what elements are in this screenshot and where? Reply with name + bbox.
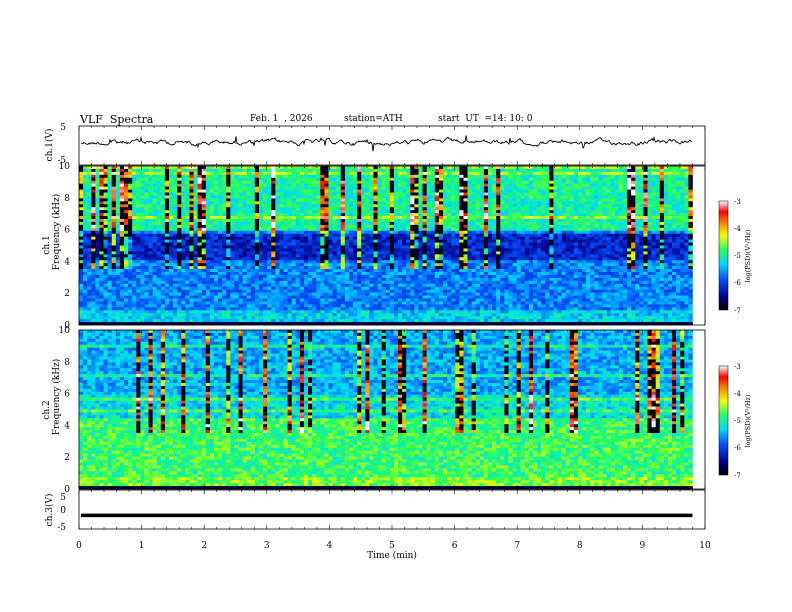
xtick-3: 3: [264, 541, 270, 551]
xtick-10: 10: [699, 541, 711, 551]
ch3-ytick-mid: 0: [60, 506, 66, 516]
start-ut-label: start UT =: [438, 114, 493, 124]
ch2-cb-tick-m3: -3: [734, 363, 741, 371]
ch1-cb-tick-m3: -3: [734, 198, 741, 206]
ch1-colorbar-label: log(PSD)(V²/Hz): [744, 229, 752, 282]
xtick-2: 2: [201, 541, 207, 551]
ch2-spec-ylabel-ch: ch.2: [42, 400, 52, 419]
ch2-spec-ylabel-freq: Frequency (kHz): [51, 359, 62, 436]
ch1-waveform-trace: [80, 135, 693, 152]
ch2-ytick-0: 0: [64, 485, 70, 495]
ch2-ytick-4: 4: [64, 421, 70, 431]
ch2-ytick-6: 6: [64, 390, 70, 400]
ch2-cb-tick-m5: -5: [734, 417, 741, 425]
ch3-waveform-panel: [78, 489, 706, 530]
ch2-spectrogram-panel: [78, 329, 706, 490]
ch1-spectrogram-image: [79, 166, 693, 326]
xtick-6: 6: [452, 541, 458, 551]
ch1-ytick-bottom: -5: [57, 156, 66, 166]
ch1-spec-ylabel-ch: ch.1: [42, 235, 52, 254]
ch1-waveform-panel: [78, 125, 706, 166]
ch1-spectrogram-panel: [78, 165, 706, 326]
xtick-1: 1: [139, 541, 145, 551]
ch1-ytick-0: 0: [64, 321, 70, 331]
x-axis-label: Time (min): [367, 550, 417, 561]
ch1-ytick-4: 4: [64, 257, 70, 267]
ch1-spec-ylabel-freq: Frequency (kHz): [51, 194, 62, 271]
ch1-cb-tick-m7: -7: [734, 307, 741, 315]
ch2-colorbar-label: log(PSD)(V²/Hz): [744, 394, 752, 447]
ch3-waveform-ylabel: ch.3(V): [44, 494, 55, 527]
xtick-5: 5: [389, 541, 395, 551]
ch2-ytick-8: 8: [64, 358, 70, 368]
date-label: Feb. 1 , 2026: [250, 114, 313, 124]
station-label: station=ATH: [344, 114, 403, 124]
ch1-colorbar: -3 -4 -5 -6 -7 log(PSD)(V²/Hz): [718, 198, 752, 315]
ch1-ytick-10: 10: [59, 162, 71, 172]
ch2-spectrogram-image: [79, 330, 693, 490]
ch3-ytick-top: 5: [60, 493, 66, 503]
ch1-ytick-top: 5: [60, 123, 66, 133]
xtick-7: 7: [514, 541, 520, 551]
ch2-ytick-10: 10: [59, 326, 71, 336]
xtick-9: 9: [640, 541, 646, 551]
x-axis-tick-labels: 0 1 2 3 4 5 6 7 8 9 10: [76, 541, 711, 551]
ch2-cb-tick-m6: -6: [734, 444, 741, 452]
ch1-cb-tick-m4: -4: [734, 225, 741, 233]
ch2-cb-tick-m4: -4: [734, 390, 741, 398]
ch1-ytick-8: 8: [64, 194, 70, 204]
x-axis-ticks: [78, 126, 706, 529]
start-ut-value: 14: 10: 0: [492, 114, 533, 124]
ch1-ytick-6: 6: [64, 226, 70, 236]
ch2-spec-yticks: 0 2 4 6 8 10: [59, 326, 71, 495]
xtick-4: 4: [327, 541, 333, 551]
ch2-cb-tick-m7: -7: [734, 472, 741, 480]
ch2-colorbar: -3 -4 -5 -6 -7 log(PSD)(V²/Hz): [718, 363, 752, 480]
ch1-cb-tick-m6: -6: [734, 279, 741, 287]
ch1-cb-tick-m5: -5: [734, 252, 741, 260]
xtick-0: 0: [76, 541, 82, 551]
ch1-spec-yticks: 0 2 4 6 8 10: [59, 162, 71, 331]
ch1-waveform-ylabel: ch.1(V): [44, 129, 55, 162]
ch3-ytick-bottom: -5: [57, 523, 66, 533]
xtick-8: 8: [577, 541, 583, 551]
ch1-ytick-2: 2: [64, 289, 70, 299]
figure-title: VLF Spectra: [80, 113, 154, 126]
ch2-ytick-2: 2: [64, 453, 70, 463]
